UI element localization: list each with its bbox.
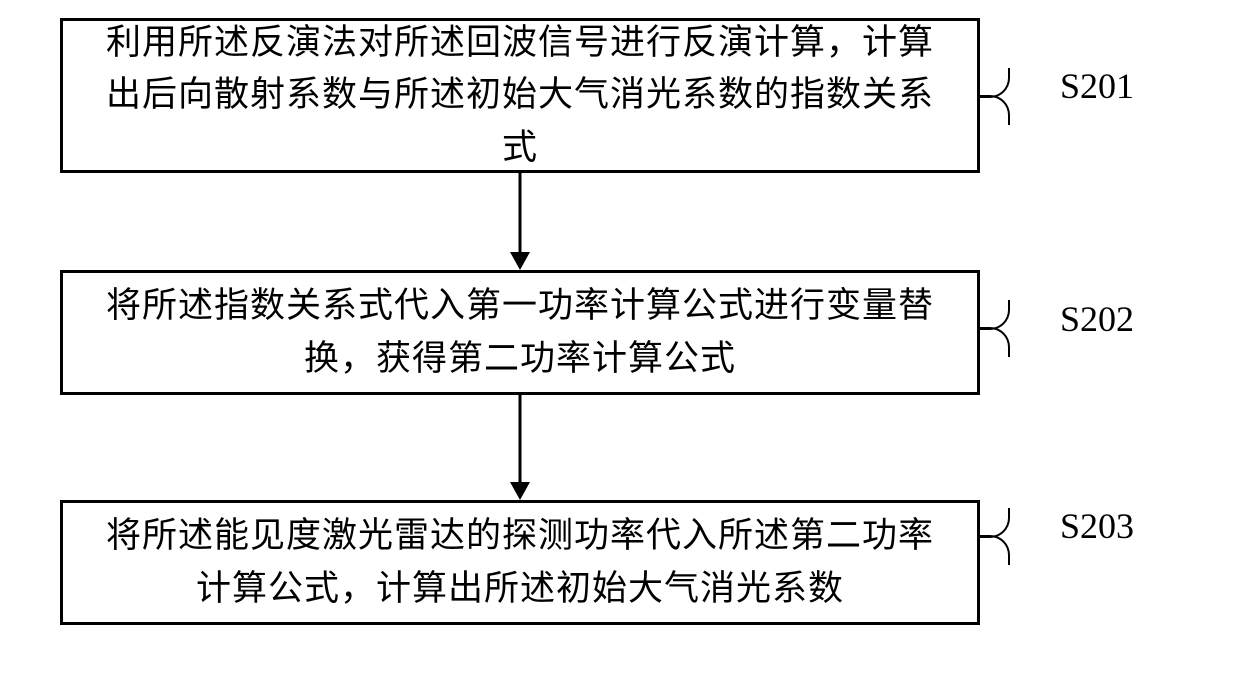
step3-label: S203 xyxy=(1060,505,1134,547)
flowchart-step-1: 利用所述反演法对所述回波信号进行反演计算，计算出后向散射系数与所述初始大气消光系… xyxy=(60,18,980,173)
label-connector-1b xyxy=(980,95,1010,125)
flowchart-step-2: 将所述指数关系式代入第一功率计算公式进行变量替换，获得第二功率计算公式 xyxy=(60,270,980,395)
label-connector-2a xyxy=(980,300,1010,330)
step3-text: 将所述能见度激光雷达的探测功率代入所述第二功率计算公式，计算出所述初始大气消光系… xyxy=(93,510,947,615)
label-connector-3a xyxy=(980,508,1010,538)
arrow-2-line xyxy=(519,395,522,483)
flowchart-step-3: 将所述能见度激光雷达的探测功率代入所述第二功率计算公式，计算出所述初始大气消光系… xyxy=(60,500,980,625)
step2-label: S202 xyxy=(1060,298,1134,340)
step2-text: 将所述指数关系式代入第一功率计算公式进行变量替换，获得第二功率计算公式 xyxy=(93,280,947,385)
arrow-1-head xyxy=(510,252,530,270)
flowchart-container: 利用所述反演法对所述回波信号进行反演计算，计算出后向散射系数与所述初始大气消光系… xyxy=(0,0,1240,686)
arrow-1-line xyxy=(519,173,522,253)
step1-text: 利用所述反演法对所述回波信号进行反演计算，计算出后向散射系数与所述初始大气消光系… xyxy=(93,17,947,175)
label-connector-2b xyxy=(980,327,1010,357)
label-connector-3b xyxy=(980,535,1010,565)
step1-label: S201 xyxy=(1060,65,1134,107)
arrow-2-head xyxy=(510,482,530,500)
label-connector-1a xyxy=(980,68,1010,98)
